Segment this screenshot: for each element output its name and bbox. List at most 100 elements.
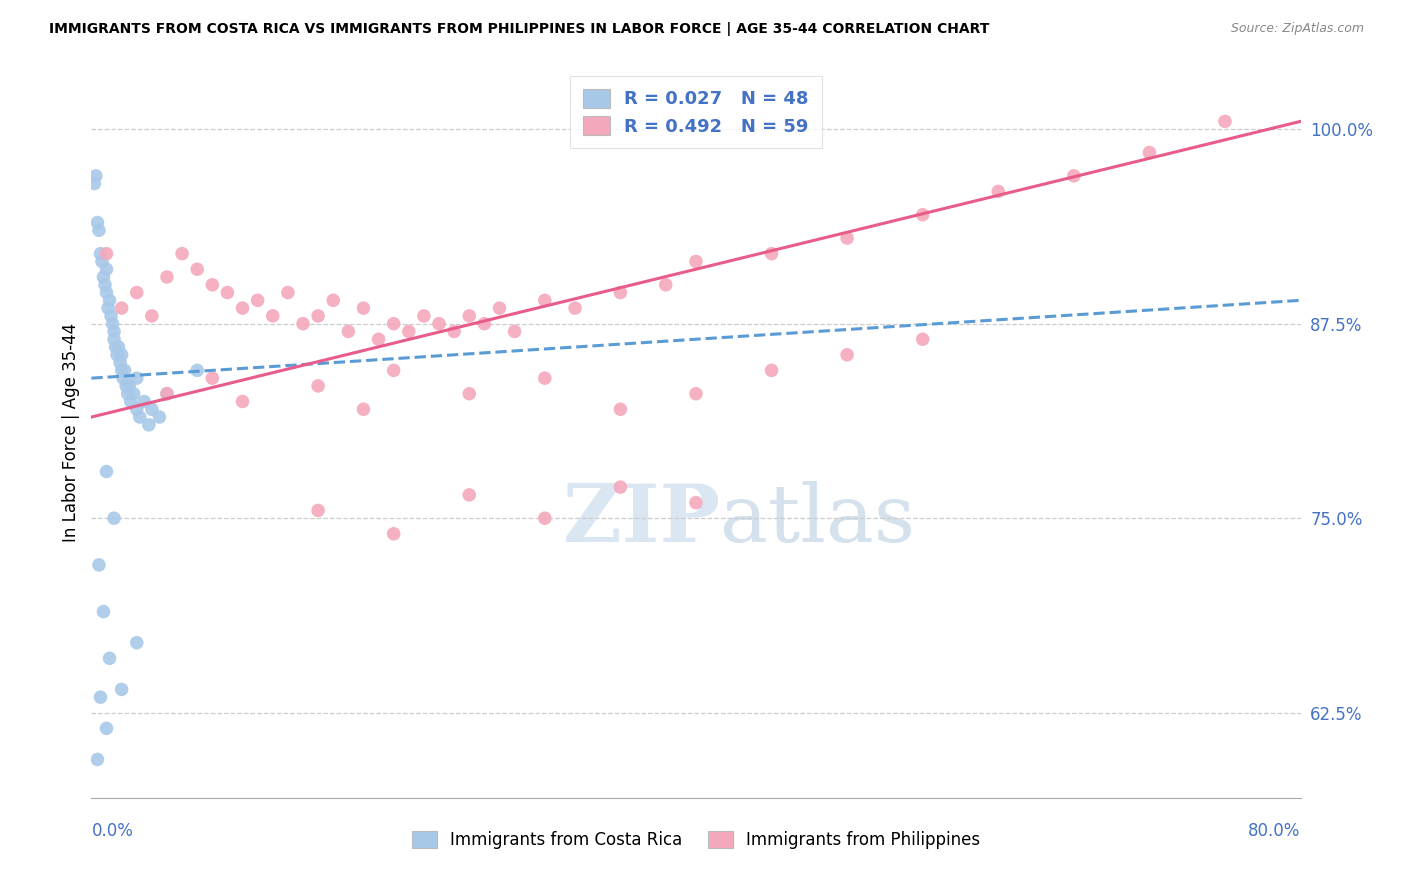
Point (685, 496, 707, 510)
Point (96, 721, 118, 735)
Point (114, 363, 136, 377)
Point (292, 317, 315, 331)
Text: ZIP: ZIP (564, 482, 720, 559)
Point (134, 394, 156, 409)
Point (685, 386, 707, 401)
Point (107, 340, 129, 354)
Point (89, 690, 111, 705)
Point (231, 394, 253, 409)
Point (141, 402, 163, 417)
Point (564, 301, 586, 315)
Point (148, 410, 170, 425)
Point (83, 177, 105, 191)
Point (122, 386, 145, 401)
Point (307, 309, 329, 323)
Point (125, 371, 148, 385)
Point (427, 317, 450, 331)
Point (1063, 169, 1085, 183)
Point (91, 254, 114, 268)
Point (108, 355, 131, 369)
Point (118, 379, 141, 393)
Point (96, 246, 118, 260)
Point (413, 309, 436, 323)
Text: atlas: atlas (720, 482, 915, 559)
Point (1139, 145, 1161, 160)
Point (117, 386, 139, 401)
Point (458, 488, 481, 502)
Point (231, 301, 253, 315)
Point (96, 465, 118, 479)
Point (94, 277, 117, 292)
Point (141, 309, 163, 323)
Point (125, 402, 148, 417)
Point (105, 348, 128, 362)
Point (382, 526, 405, 541)
Point (398, 325, 420, 339)
Point (87, 223, 110, 237)
Point (98, 293, 121, 308)
Point (307, 503, 329, 517)
Point (103, 332, 125, 346)
Point (100, 309, 122, 323)
Point (96, 262, 118, 277)
Point (86, 215, 108, 229)
Point (1213, 114, 1236, 128)
Point (101, 317, 124, 331)
Point (87, 558, 110, 572)
Point (125, 285, 148, 300)
Point (277, 285, 299, 300)
Point (337, 325, 360, 339)
Point (103, 511, 125, 525)
Point (761, 246, 783, 260)
Point (443, 325, 465, 339)
Point (128, 410, 150, 425)
Point (86, 752, 108, 766)
Point (111, 348, 132, 362)
Text: 80.0%: 80.0% (1249, 822, 1301, 839)
Point (172, 246, 194, 260)
Point (987, 185, 1010, 199)
Point (93, 605, 115, 619)
Point (322, 293, 344, 308)
Text: IMMIGRANTS FROM COSTA RICA VS IMMIGRANTS FROM PHILIPPINES IN LABOR FORCE | AGE 3: IMMIGRANTS FROM COSTA RICA VS IMMIGRANTS… (49, 22, 990, 37)
Point (186, 363, 208, 377)
Point (156, 386, 179, 401)
Point (111, 301, 132, 315)
Point (685, 254, 707, 268)
Point (112, 371, 135, 385)
Point (120, 394, 142, 409)
Point (93, 270, 115, 285)
Point (201, 277, 224, 292)
Point (655, 277, 678, 292)
Y-axis label: In Labor Force | Age 35-44: In Labor Force | Age 35-44 (62, 323, 80, 542)
Point (835, 348, 858, 362)
Point (382, 317, 405, 331)
Point (201, 371, 224, 385)
Point (186, 262, 208, 277)
Point (96, 285, 118, 300)
Point (458, 386, 481, 401)
Point (911, 208, 934, 222)
Point (138, 417, 160, 432)
Point (104, 340, 127, 354)
Point (835, 231, 858, 245)
Point (156, 386, 179, 401)
Point (246, 293, 269, 308)
Legend: Immigrants from Costa Rica, Immigrants from Philippines: Immigrants from Costa Rica, Immigrants f… (405, 824, 987, 855)
Point (382, 363, 405, 377)
Point (609, 402, 631, 417)
Text: 0.0%: 0.0% (91, 822, 134, 839)
Point (911, 332, 934, 346)
Point (307, 379, 329, 393)
Point (534, 371, 557, 385)
Point (125, 636, 148, 650)
Point (352, 301, 374, 315)
Point (156, 270, 179, 285)
Point (534, 293, 557, 308)
Point (488, 301, 510, 315)
Point (111, 682, 132, 697)
Point (472, 317, 495, 331)
Point (609, 285, 631, 300)
Point (761, 363, 783, 377)
Point (458, 309, 481, 323)
